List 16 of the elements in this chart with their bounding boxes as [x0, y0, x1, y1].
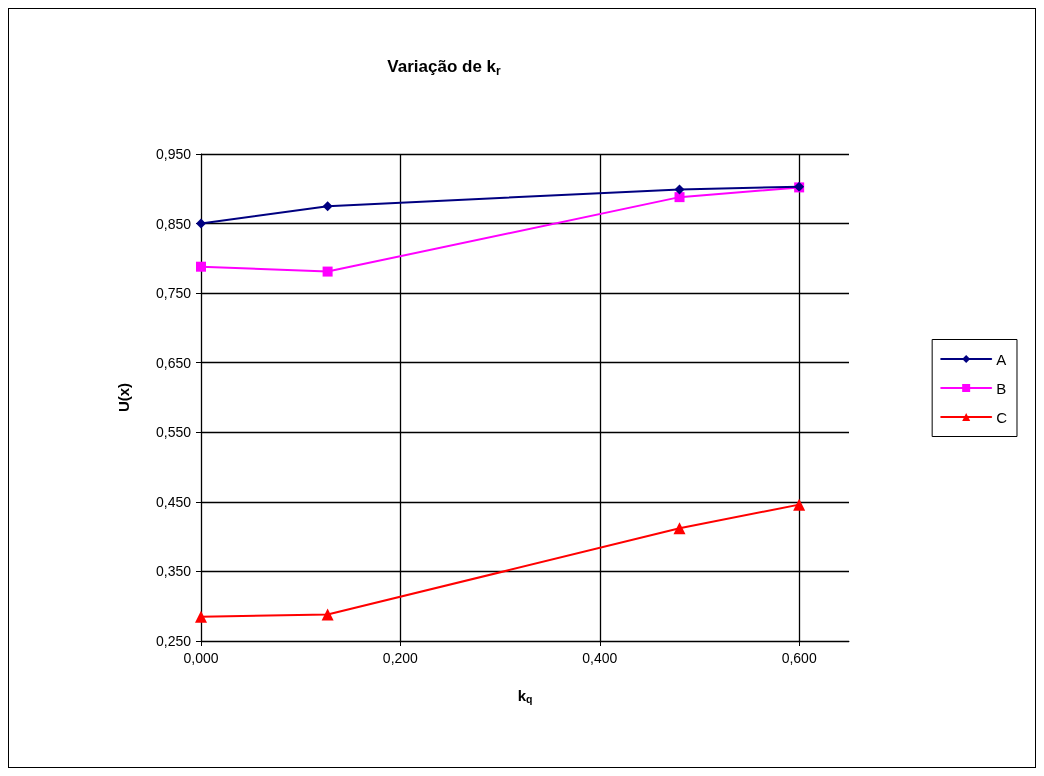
y-tick-label: 0,550	[155, 424, 192, 441]
y-tick-label: 0,250	[155, 633, 192, 649]
y-tick-label: 0,450	[155, 493, 192, 510]
y-tick-label: 0,850	[155, 215, 192, 232]
y-axis-title: U(x)	[115, 382, 132, 413]
x-tick-label: 0,400	[582, 650, 618, 666]
legend-label: B	[996, 379, 1007, 397]
y-tick-label: 0,950	[155, 146, 192, 162]
y-tick-label: 0,650	[155, 354, 192, 371]
x-tick-label: 0,600	[781, 650, 817, 666]
legend-label: A	[996, 350, 1007, 368]
legend-label: C	[996, 408, 1008, 426]
y-tick-label: 0,350	[155, 563, 192, 580]
x-tick-label: 0,000	[183, 650, 219, 666]
x-tick-label: 0,200	[382, 650, 419, 666]
y-tick-label: 0,750	[155, 285, 192, 302]
